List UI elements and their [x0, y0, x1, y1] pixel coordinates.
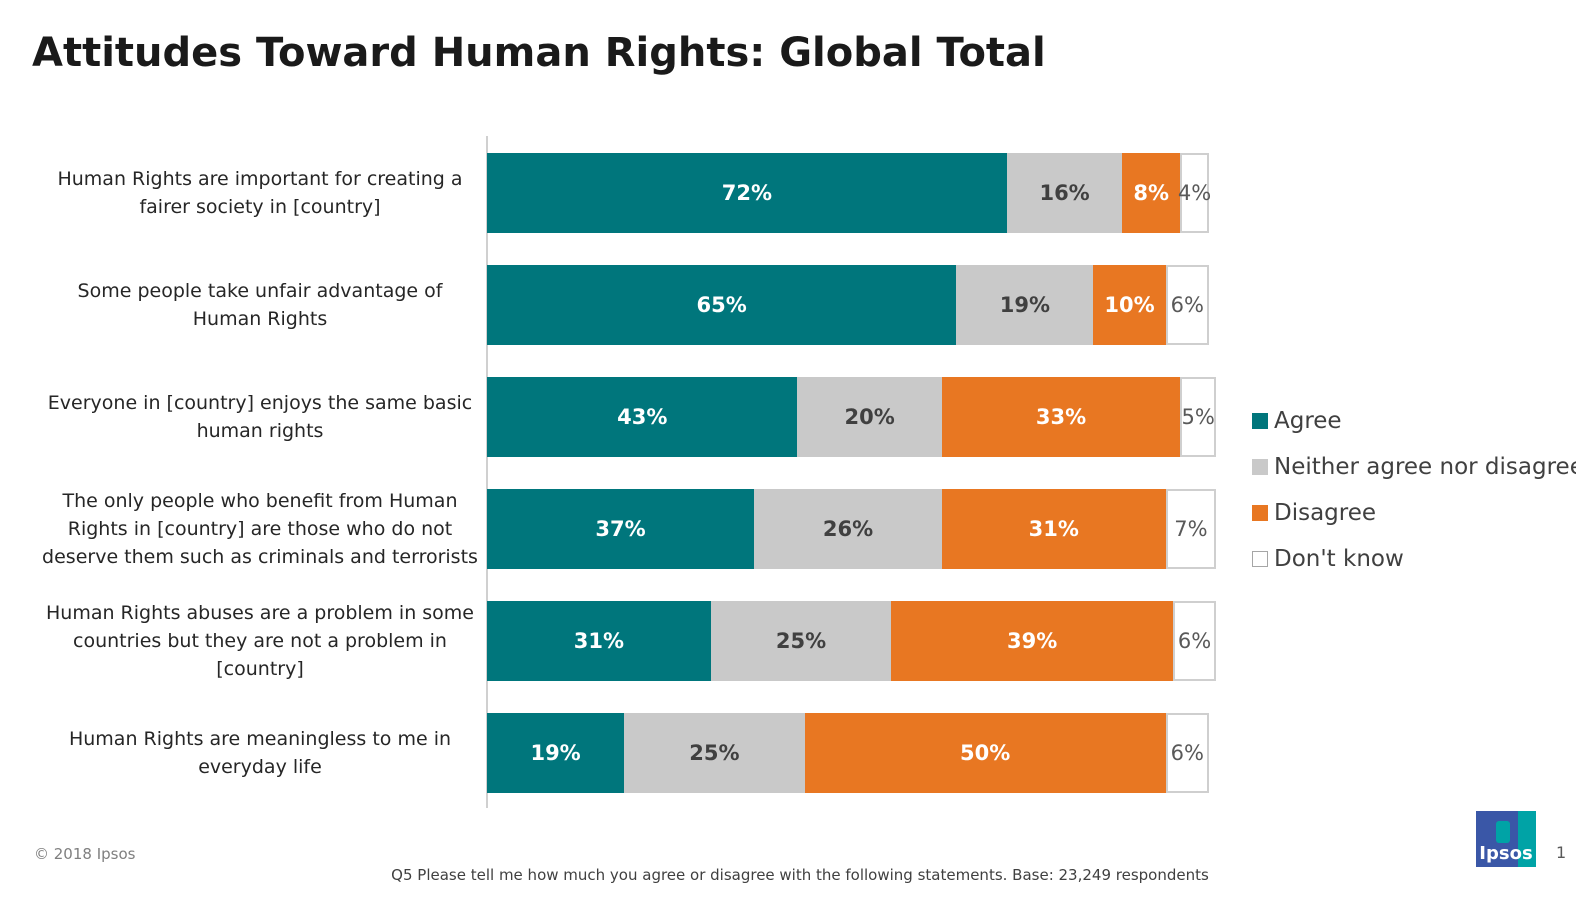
bar-segment-agree: 19%	[487, 713, 625, 793]
legend-item-dk: Don't know	[1252, 536, 1576, 582]
data-label: 5%	[1181, 405, 1215, 429]
data-label: 25%	[689, 741, 740, 765]
bar-segment-agree: 31%	[487, 601, 711, 681]
category-label-line: The only people who benefit from Human	[62, 490, 458, 512]
data-label: 31%	[1028, 517, 1079, 541]
data-label: 6%	[1170, 741, 1204, 765]
data-label: 19%	[530, 741, 581, 765]
bar-segment-dk: 6%	[1172, 601, 1217, 681]
legend-label: Neither agree nor disagree	[1274, 454, 1576, 480]
data-label: 26%	[822, 517, 874, 541]
legend-swatch	[1252, 413, 1268, 429]
bar-segment-dk: 5%	[1180, 377, 1217, 457]
page-title: Attitudes Toward Human Rights: Global To…	[32, 30, 1046, 76]
bar-segment-disagree: 8%	[1122, 153, 1181, 233]
category-label: Some people take unfair advantage of Huma…	[40, 277, 480, 333]
category-label-line: [country]	[216, 658, 304, 680]
data-label: 39%	[1006, 629, 1058, 653]
logo-mark	[1496, 821, 1510, 843]
legend-item-neither: Neither agree nor disagree	[1252, 444, 1576, 490]
bar-segment-agree: 37%	[487, 489, 755, 569]
bar-segment-dk: 6%	[1165, 265, 1209, 345]
bar-segment-disagree: 39%	[891, 601, 1173, 681]
category-label-line: human rights	[196, 420, 324, 442]
data-label: 72%	[721, 181, 773, 205]
category-label: Human Rights are important for creating …	[40, 165, 480, 221]
legend-swatch	[1252, 551, 1268, 567]
bar-segment-neither: 19%	[956, 265, 1094, 345]
legend-label: Disagree	[1274, 500, 1377, 526]
category-label-line: Human Rights are meaningless to me in	[68, 728, 452, 750]
logo-text: Ipsos	[1479, 843, 1533, 864]
bar-segment-dk: 6%	[1165, 713, 1209, 793]
data-label: 6%	[1177, 629, 1212, 653]
data-label: 65%	[696, 293, 747, 317]
bar-segment-neither: 20%	[797, 377, 942, 457]
category-label-line: Human Rights abuses are a problem in som…	[46, 602, 474, 624]
data-label: 4%	[1177, 181, 1212, 205]
category-label-line: countries but they are not a problem in	[73, 630, 447, 652]
category-label-line: Human Rights	[192, 308, 328, 330]
legend-swatch	[1252, 505, 1268, 521]
category-label-line: Rights in [country] are those who do not	[67, 518, 453, 540]
legend-label: Don't know	[1274, 546, 1404, 572]
category-label: Human Rights are meaningless to me in eve…	[40, 725, 480, 781]
data-label: 20%	[844, 405, 895, 429]
copyright-text: © 2018 Ipsos	[34, 845, 136, 863]
data-label: 16%	[1039, 181, 1090, 205]
bar-segment-neither: 26%	[754, 489, 942, 569]
category-label-line: Some people take unfair advantage of	[77, 280, 443, 302]
category-label: Everyone in [country] enjoys the same ba…	[40, 389, 480, 445]
category-label-line: deserve them such as criminals and terro…	[42, 546, 478, 568]
category-label-line: Human Rights are important for creating …	[57, 168, 463, 190]
page-number: 1	[1556, 843, 1567, 862]
bar-segment-agree: 72%	[487, 153, 1007, 233]
data-label: 43%	[617, 405, 668, 429]
category-label-line: everyday life	[198, 756, 322, 778]
bar-segment-disagree: 31%	[941, 489, 1166, 569]
legend-item-disagree: Disagree	[1252, 490, 1576, 536]
chart-legend: Agree Neither agree nor disagree Disagree D…	[1252, 398, 1576, 582]
category-axis-line	[486, 136, 488, 808]
data-label: 31%	[573, 629, 625, 653]
bar-segment-disagree: 10%	[1093, 265, 1166, 345]
legend-item-agree: Agree	[1252, 398, 1576, 444]
data-label: 10%	[1104, 293, 1155, 317]
bar-segment-neither: 25%	[710, 601, 892, 681]
legend-label: Agree	[1274, 408, 1342, 434]
bar-segment-agree: 65%	[487, 265, 957, 345]
ipsos-logo: Ipsos	[1476, 811, 1536, 867]
bar-segment-neither: 16%	[1006, 153, 1123, 233]
data-label: 37%	[595, 517, 646, 541]
category-label-line: Everyone in [country] enjoys the same ba…	[47, 392, 473, 414]
question-footnote: Q5 Please tell me how much you agree or …	[391, 866, 1209, 884]
bar-segment-agree: 43%	[487, 377, 798, 457]
legend-swatch	[1252, 459, 1268, 475]
data-label: 50%	[960, 741, 1011, 765]
bar-segment-dk: 4%	[1177, 153, 1212, 233]
data-label: 8%	[1133, 181, 1170, 205]
category-label: Human Rights abuses are a problem in som…	[40, 599, 480, 683]
data-label: 19%	[999, 293, 1051, 317]
data-label: 7%	[1174, 517, 1208, 541]
category-label-line: fairer society in [country]	[139, 196, 381, 218]
category-label: The only people who benefit from Human Ri…	[40, 487, 480, 571]
bar-segment-disagree: 33%	[941, 377, 1181, 457]
bar-segment-dk: 7%	[1165, 489, 1217, 569]
data-label: 6%	[1170, 293, 1204, 317]
data-label: 25%	[775, 629, 827, 653]
bar-segment-disagree: 50%	[804, 713, 1166, 793]
bar-segment-neither: 25%	[624, 713, 805, 793]
data-label: 33%	[1035, 405, 1087, 429]
